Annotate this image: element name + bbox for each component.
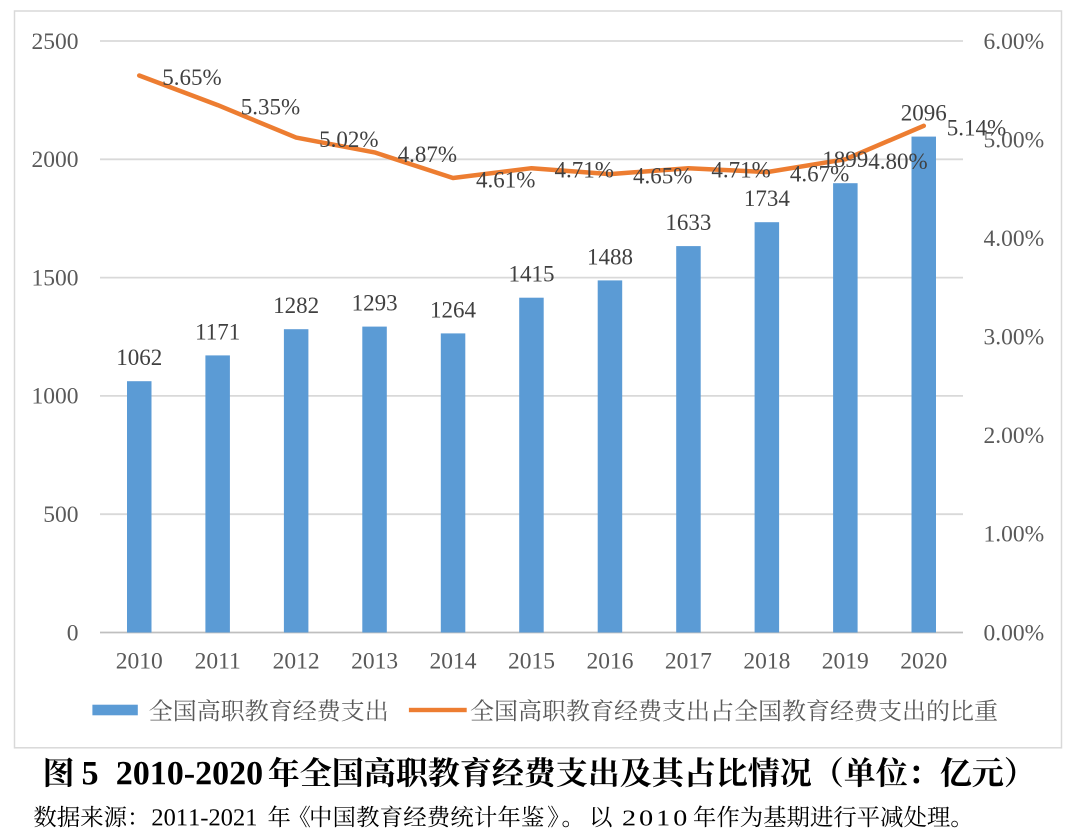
svg-text:4.71%: 4.71% <box>711 158 770 183</box>
svg-text:1293: 1293 <box>352 291 398 316</box>
svg-text:5.00%: 5.00% <box>984 127 1045 153</box>
svg-text:4.61%: 4.61% <box>476 168 535 193</box>
svg-text:1500: 1500 <box>32 265 79 291</box>
svg-text:2011: 2011 <box>195 649 241 675</box>
svg-text:4.00%: 4.00% <box>984 226 1045 252</box>
svg-text:5.14%: 5.14% <box>947 115 1006 140</box>
svg-text:4.67%: 4.67% <box>790 162 849 187</box>
svg-text:0.00%: 0.00% <box>984 620 1045 646</box>
svg-text:2000: 2000 <box>32 147 79 173</box>
svg-text:2010: 2010 <box>116 649 163 675</box>
svg-text:1899: 1899 <box>822 147 868 172</box>
svg-text:1282: 1282 <box>273 293 319 318</box>
svg-text:1734: 1734 <box>744 186 791 211</box>
svg-text:1000: 1000 <box>32 384 79 410</box>
svg-text:2016: 2016 <box>587 649 634 675</box>
svg-text:500: 500 <box>43 502 78 528</box>
svg-text:1264: 1264 <box>430 297 477 322</box>
svg-text:1415: 1415 <box>509 262 555 287</box>
svg-text:1.00%: 1.00% <box>984 522 1045 548</box>
svg-text:2500: 2500 <box>32 29 79 55</box>
svg-text:2013: 2013 <box>351 649 398 675</box>
svg-text:2017: 2017 <box>665 649 712 675</box>
svg-text:5.35%: 5.35% <box>241 95 300 120</box>
svg-text:3.00%: 3.00% <box>984 325 1045 351</box>
svg-text:4.71%: 4.71% <box>555 158 614 183</box>
svg-text:4.65%: 4.65% <box>633 164 692 189</box>
svg-text:2015: 2015 <box>508 649 555 675</box>
svg-text:1633: 1633 <box>665 210 711 235</box>
svg-text:5.65%: 5.65% <box>162 65 221 90</box>
svg-text:1171: 1171 <box>195 319 240 344</box>
svg-text:4.80%: 4.80% <box>868 149 927 174</box>
svg-text:4.87%: 4.87% <box>398 142 457 167</box>
svg-text:2012: 2012 <box>273 649 320 675</box>
svg-text:5.02%: 5.02% <box>319 127 378 152</box>
svg-text:2018: 2018 <box>743 649 790 675</box>
svg-text:2020: 2020 <box>900 649 947 675</box>
svg-text:2096: 2096 <box>901 101 947 126</box>
svg-text:1488: 1488 <box>587 244 633 269</box>
svg-text:2019: 2019 <box>822 649 869 675</box>
svg-text:2.00%: 2.00% <box>984 423 1045 449</box>
svg-text:2014: 2014 <box>430 649 477 675</box>
svg-text:6.00%: 6.00% <box>984 29 1045 55</box>
svg-text:1062: 1062 <box>116 345 162 370</box>
svg-text:0: 0 <box>67 620 79 646</box>
